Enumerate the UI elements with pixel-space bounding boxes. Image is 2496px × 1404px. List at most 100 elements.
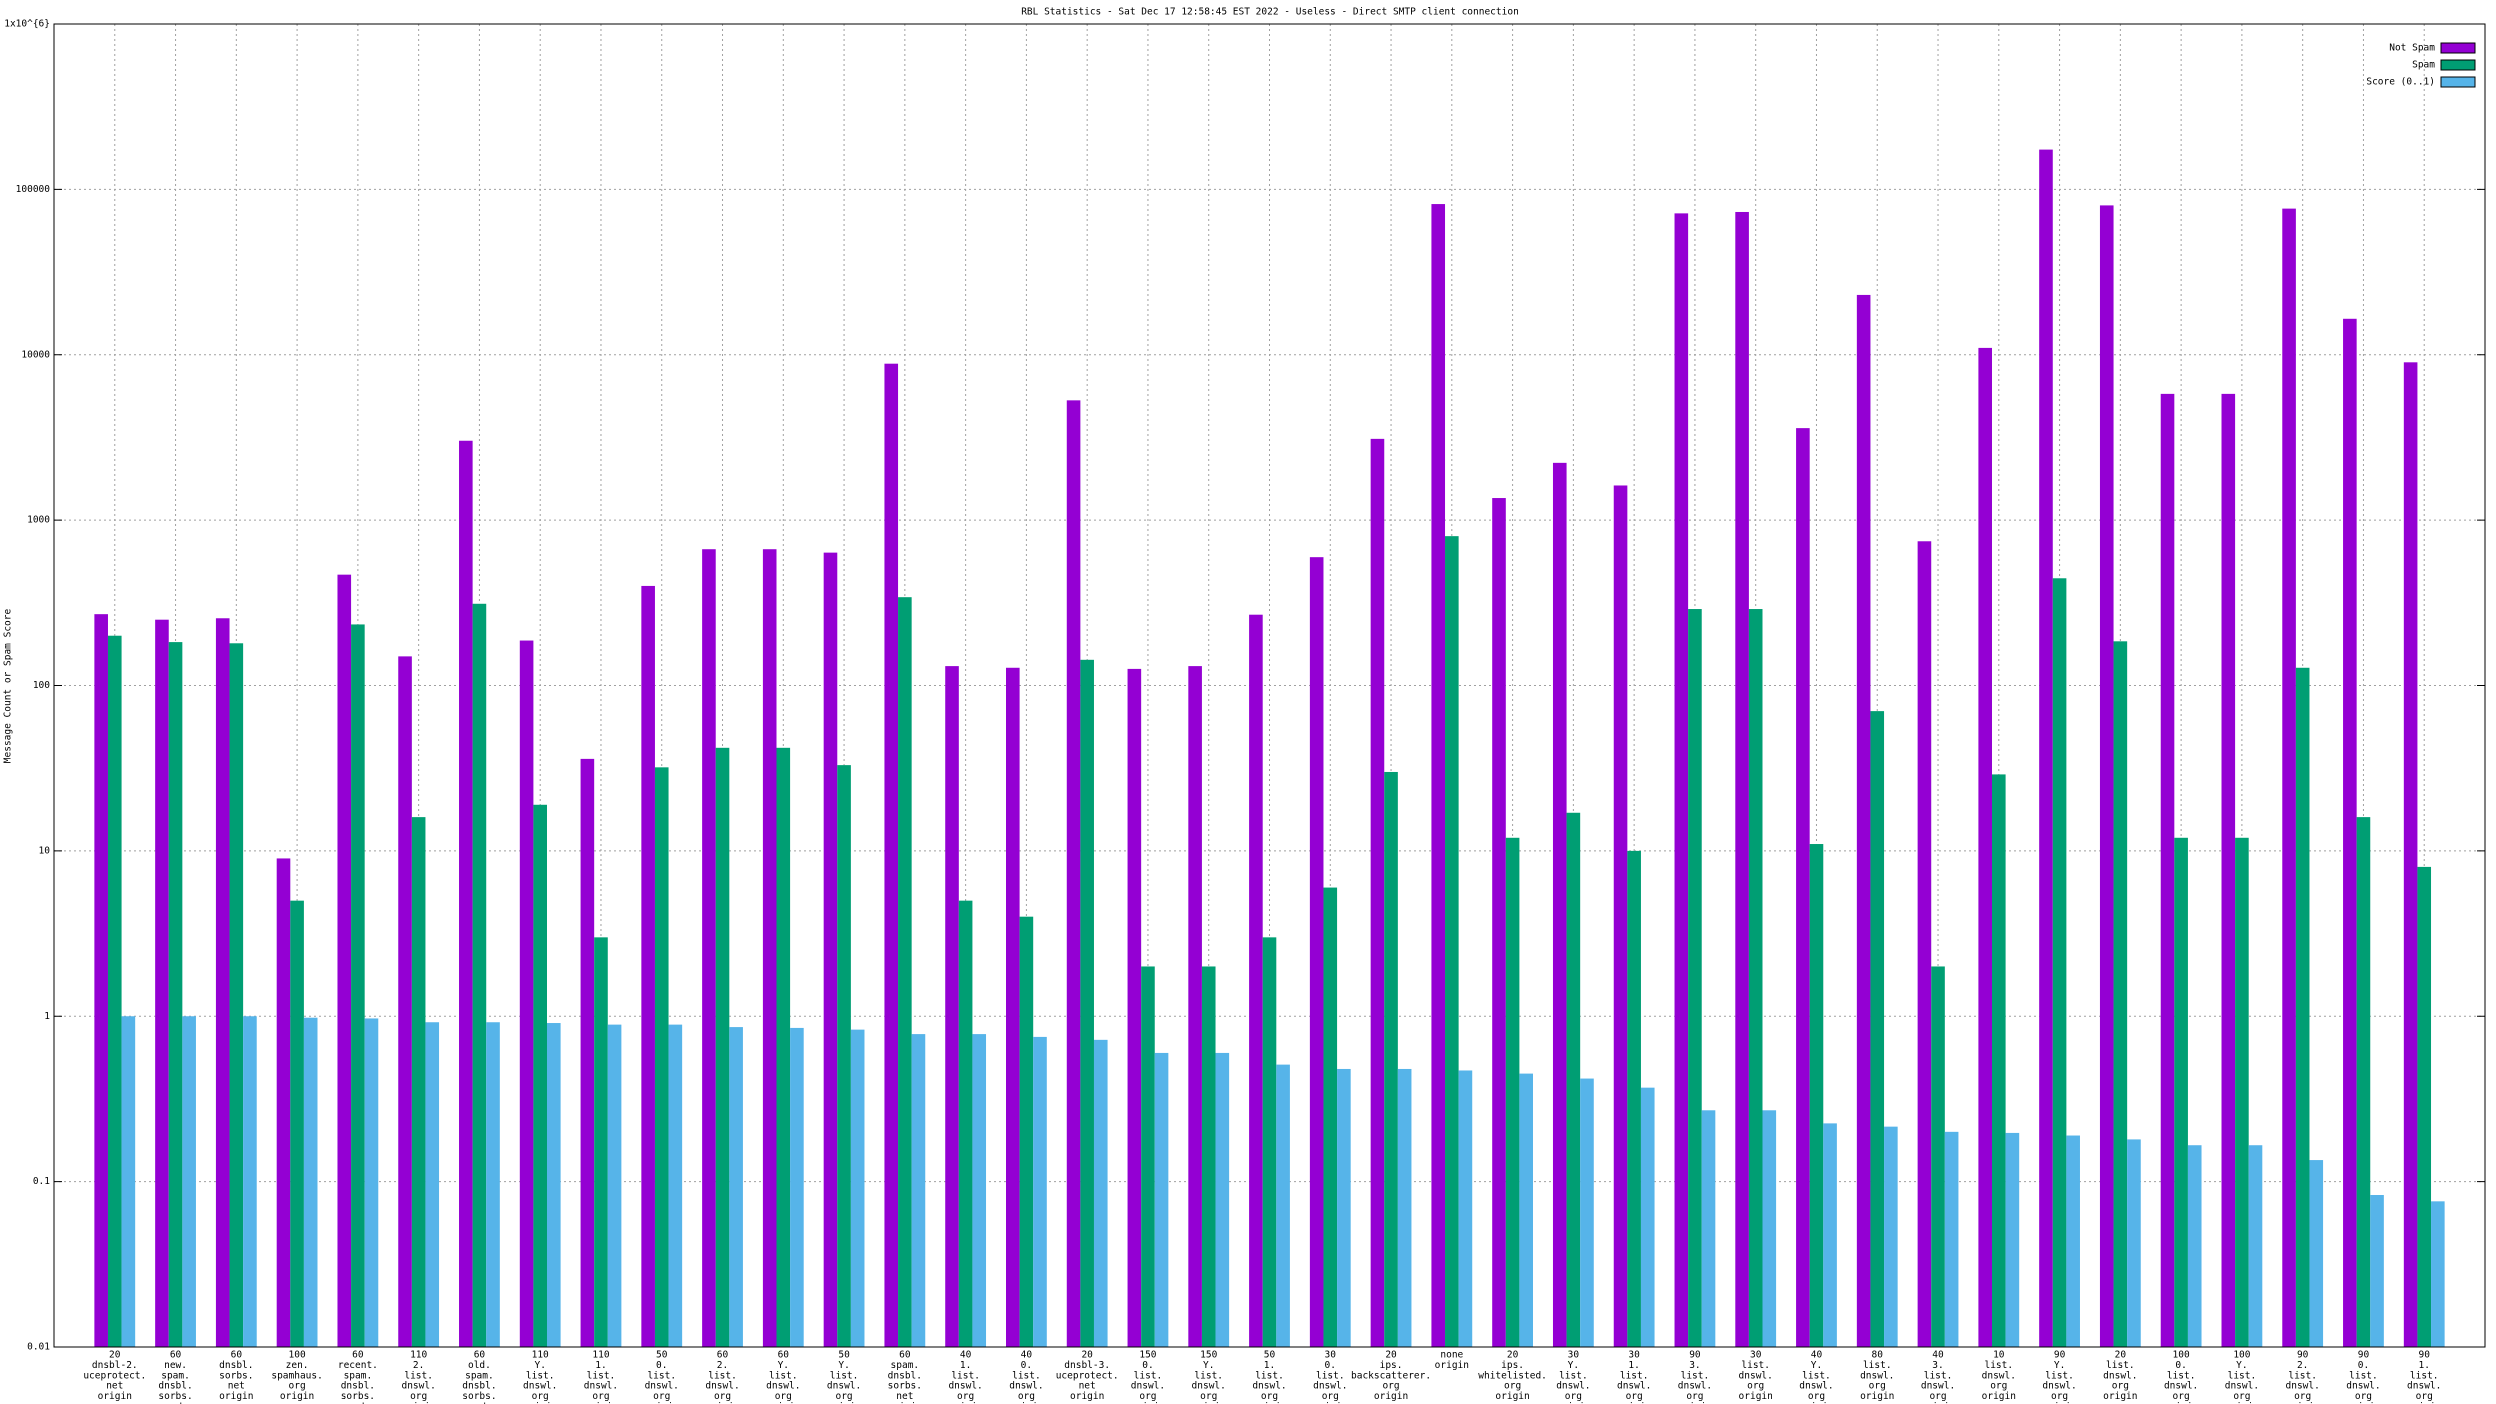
x-tick-label: dnswl. [1678, 1381, 1712, 1392]
legend-label: Score (0..1) [2366, 77, 2435, 88]
x-tick-label: sorbs. [219, 1370, 253, 1381]
x-tick-label: dnsbl-3. [1064, 1360, 1110, 1371]
x-tick-label: 40 [1021, 1350, 1033, 1361]
x-tick-label: none [1440, 1350, 1463, 1361]
bar [547, 1023, 561, 1347]
x-tick-label: dnswl. [2042, 1381, 2076, 1392]
bar [94, 614, 108, 1347]
x-tick-label: org [2294, 1391, 2311, 1402]
x-tick-label: list. [2410, 1370, 2439, 1381]
x-tick-label: org [1565, 1391, 1582, 1402]
bar [1445, 536, 1459, 1347]
bar [2005, 1132, 2020, 1347]
x-tick-label: origin [280, 1391, 314, 1402]
x-tick-label: origin [1799, 1402, 1833, 1404]
bar [1384, 771, 1398, 1347]
bar [1917, 541, 1932, 1347]
bar [2039, 149, 2053, 1348]
x-tick-label: org [1200, 1391, 1217, 1402]
x-tick-label: 60 [717, 1350, 729, 1361]
x-tick-label: list. [2045, 1370, 2074, 1381]
bar [1093, 1039, 1108, 1347]
bar [1701, 1110, 1716, 1347]
bar [2099, 205, 2114, 1347]
plot-border [53, 23, 2486, 1348]
x-tick-label: 20 [2115, 1350, 2127, 1361]
bar [837, 765, 851, 1347]
x-tick-label: 1. [1264, 1360, 1275, 1371]
x-tick-label: dnswl. [1982, 1370, 2016, 1381]
x-tick-label: origin [1921, 1402, 1955, 1404]
bar [364, 1018, 379, 1347]
x-tick-label: list. [708, 1370, 737, 1381]
x-tick-label: 60 [170, 1350, 182, 1361]
x-tick-label: dnswl. [1617, 1381, 1651, 1392]
bar [1640, 1087, 1655, 1347]
x-tick-label: origin [2103, 1391, 2137, 1402]
bar [168, 642, 183, 1347]
x-tick-label: origin [2286, 1402, 2320, 1404]
x-tick-label: 30 [1628, 1350, 1640, 1361]
bar [1931, 966, 1945, 1347]
x-tick-label: origin [1617, 1402, 1651, 1404]
x-tick-label: 100 [2233, 1350, 2250, 1361]
bar [486, 1022, 500, 1347]
x-tick-label: dnswl. [1921, 1381, 1955, 1392]
x-tick-label: 0. [2175, 1360, 2186, 1371]
bar [1688, 609, 1702, 1347]
x-tick-label: 50 [838, 1350, 850, 1361]
x-tick-label: 110 [592, 1350, 609, 1361]
bar [2221, 393, 2236, 1347]
x-tick-label: 90 [2054, 1350, 2066, 1361]
x-tick-label: list. [2288, 1370, 2317, 1381]
bar [1337, 1068, 1351, 1347]
x-tick-label: org [1018, 1391, 1035, 1402]
bar [2295, 667, 2310, 1347]
bar [1796, 428, 1810, 1347]
x-tick-label: list. [1255, 1370, 1284, 1381]
bar [1154, 1052, 1169, 1347]
x-tick-label: org [1139, 1391, 1156, 1402]
bar [607, 1024, 622, 1347]
x-tick-label: dnswl. [1252, 1381, 1286, 1392]
x-tick-label: org [1322, 1391, 1339, 1402]
bar [1809, 844, 1824, 1347]
x-tick-label: 90 [2297, 1350, 2309, 1361]
x-tick-label: list. [1802, 1370, 1831, 1381]
x-tick-label: list. [1559, 1370, 1588, 1381]
bar [2127, 1139, 2141, 1347]
x-tick-label: net [896, 1391, 913, 1402]
x-tick-label: origin [827, 1402, 861, 1404]
x-tick-label: spam. [891, 1360, 920, 1371]
bar [2174, 837, 2188, 1347]
x-tick-label: 0. [656, 1360, 667, 1371]
x-tick-label: origin [1495, 1391, 1529, 1402]
bar [215, 618, 230, 1347]
x-tick-label: org [1504, 1381, 1521, 1392]
x-tick-label: 80 [1872, 1350, 1884, 1361]
bar [2235, 837, 2249, 1347]
x-tick-label: dnswl. [1192, 1381, 1226, 1392]
bar [1505, 837, 1520, 1347]
bar [715, 747, 730, 1347]
x-tick-label: list. [1863, 1360, 1892, 1371]
bar [1431, 204, 1446, 1348]
x-tick-label: net [106, 1381, 123, 1392]
x-tick-label: sorbs. [888, 1381, 922, 1392]
x-tick-label: list. [1194, 1370, 1223, 1381]
bar [1492, 498, 1506, 1347]
x-tick-label: 60 [474, 1350, 486, 1361]
y-tick-label: 1000 [27, 515, 50, 526]
x-tick-label: net [471, 1402, 488, 1404]
bar [580, 758, 595, 1347]
bar [776, 747, 791, 1347]
x-tick-label: Y. [534, 1360, 545, 1371]
x-tick-label: origin [1131, 1402, 1165, 1404]
x-tick-label: net [349, 1402, 366, 1404]
bar [472, 603, 487, 1347]
x-tick-label: Y. [838, 1360, 849, 1371]
x-tick-label: origin [645, 1402, 679, 1404]
bar [1323, 887, 1338, 1347]
x-tick-label: 20 [109, 1350, 121, 1361]
